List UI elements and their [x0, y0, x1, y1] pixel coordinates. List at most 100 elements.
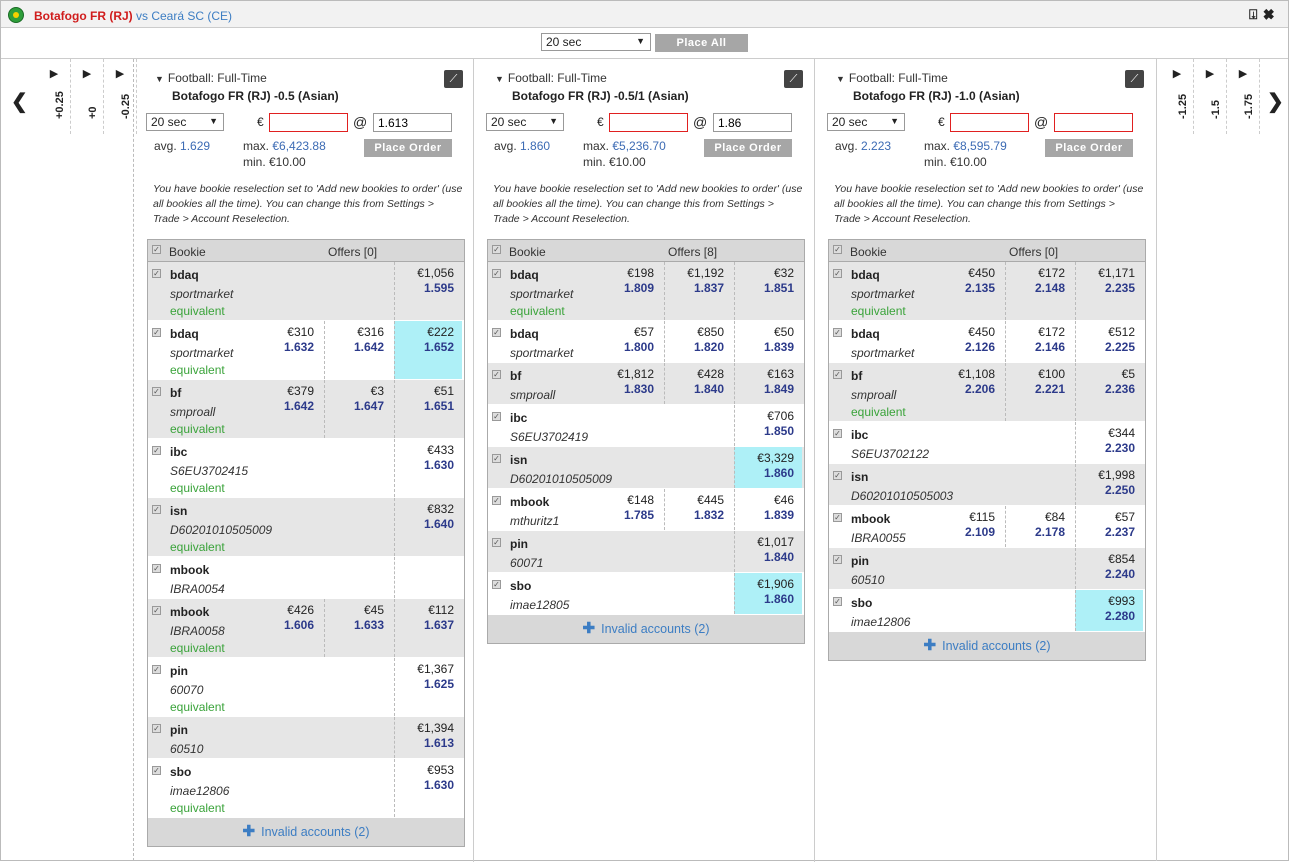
invalid-accounts-toggle[interactable]: ✚ Invalid accounts (2)	[148, 818, 464, 846]
expand-arrow-icon[interactable]: ▶	[82, 68, 92, 80]
expand-arrow-icon[interactable]: ▶	[115, 68, 125, 80]
bookie-checkbox[interactable]: ✓	[152, 505, 161, 514]
invalid-accounts-toggle[interactable]: ✚ Invalid accounts (2)	[488, 615, 804, 643]
panel-header[interactable]: ▼ Football: Full-Time	[836, 71, 948, 85]
offer-cell[interactable]: €50 1.839	[734, 321, 802, 362]
offer-cell[interactable]: €1,998 2.250	[1075, 464, 1143, 505]
chart-icon[interactable]: ⟋	[1125, 70, 1144, 88]
offer-cell[interactable]: €84 2.178	[1005, 506, 1073, 547]
bookie-checkbox[interactable]: ✓	[833, 471, 842, 480]
global-timer-select[interactable]: 20 sec ▼	[541, 33, 651, 51]
offer-cell[interactable]: €1,056 1.595	[394, 262, 462, 320]
bookie-checkbox[interactable]: ✓	[833, 597, 842, 606]
offer-cell[interactable]: €112 1.637	[394, 599, 462, 657]
close-icon[interactable]: ✖	[1263, 6, 1280, 22]
expand-arrow-icon[interactable]: ▶	[1205, 68, 1215, 80]
chart-icon[interactable]: ⟋	[444, 70, 463, 88]
select-all-checkbox[interactable]: ✓	[152, 245, 161, 254]
offer-cell[interactable]: €46 1.839	[734, 489, 802, 530]
offer-cell[interactable]: €1,192 1.837	[664, 262, 732, 320]
offer-cell[interactable]: €45 1.633	[324, 599, 392, 657]
offer-cell[interactable]: €163 1.849	[734, 363, 802, 404]
bookie-checkbox[interactable]: ✓	[833, 370, 842, 379]
bookie-checkbox[interactable]: ✓	[492, 412, 501, 421]
offer-cell[interactable]: €57 1.800	[594, 321, 662, 362]
stake-input[interactable]	[269, 113, 348, 132]
price-input[interactable]	[1054, 113, 1133, 132]
bookie-checkbox[interactable]: ✓	[492, 269, 501, 278]
offer-cell[interactable]: €450 2.135	[935, 262, 1003, 320]
bookie-checkbox[interactable]: ✓	[833, 328, 842, 337]
offer-cell[interactable]: €115 2.109	[935, 506, 1003, 547]
bookie-checkbox[interactable]: ✓	[152, 269, 161, 278]
collapse-caret-icon[interactable]: ▼	[495, 74, 504, 84]
bookie-checkbox[interactable]: ✓	[492, 538, 501, 547]
bookie-checkbox[interactable]: ✓	[492, 496, 501, 505]
offer-cell[interactable]: €1,394 1.613	[394, 717, 462, 758]
select-all-checkbox[interactable]: ✓	[492, 245, 501, 254]
bookie-checkbox[interactable]: ✓	[152, 766, 161, 775]
scroll-right-icon[interactable]: ❯	[1267, 91, 1284, 113]
expand-arrow-icon[interactable]: ▶	[1238, 68, 1248, 80]
pin-icon[interactable]: ⍗	[1248, 6, 1264, 22]
offer-cell[interactable]: €148 1.785	[594, 489, 662, 530]
offer-cell[interactable]: €3 1.647	[324, 380, 392, 438]
bookie-checkbox[interactable]: ✓	[492, 328, 501, 337]
bookie-checkbox[interactable]: ✓	[152, 665, 161, 674]
left-line-0[interactable]: ▶ +0.25	[38, 59, 71, 134]
offer-cell[interactable]: €32 1.851	[734, 262, 802, 320]
offer-cell[interactable]: €1,812 1.830	[594, 363, 662, 404]
offer-cell[interactable]: €57 2.237	[1075, 506, 1143, 547]
offer-cell[interactable]: €1,017 1.840	[734, 531, 802, 572]
offer-cell[interactable]: €426 1.606	[254, 599, 322, 657]
offer-cell[interactable]: €222 1.652	[394, 321, 462, 379]
offer-cell[interactable]: €51 1.651	[394, 380, 462, 438]
right-line-1[interactable]: ▶ -1.5	[1194, 59, 1227, 134]
bookie-checkbox[interactable]: ✓	[492, 454, 501, 463]
offer-cell[interactable]: €832 1.640	[394, 498, 462, 556]
place-all-button[interactable]: Place All	[655, 34, 748, 52]
collapse-caret-icon[interactable]: ▼	[155, 74, 164, 84]
right-line-2[interactable]: ▶ -1.75	[1227, 59, 1260, 134]
right-line-0[interactable]: ▶ -1.25	[1161, 59, 1194, 134]
bookie-checkbox[interactable]: ✓	[152, 606, 161, 615]
order-timer-select[interactable]: 20 sec ▼	[486, 113, 564, 131]
panel-header[interactable]: ▼ Football: Full-Time	[495, 71, 607, 85]
offer-cell[interactable]: €316 1.642	[324, 321, 392, 379]
select-all-checkbox[interactable]: ✓	[833, 245, 842, 254]
offer-cell[interactable]: €379 1.642	[254, 380, 322, 438]
offer-cell[interactable]: €445 1.832	[664, 489, 732, 530]
offer-cell[interactable]: €3,329 1.860	[734, 447, 802, 488]
invalid-accounts-toggle[interactable]: ✚ Invalid accounts (2)	[829, 632, 1145, 660]
offer-cell[interactable]: €1,108 2.206	[935, 363, 1003, 421]
stake-input[interactable]	[950, 113, 1029, 132]
bookie-checkbox[interactable]: ✓	[833, 429, 842, 438]
chart-icon[interactable]: ⟋	[784, 70, 803, 88]
offer-cell[interactable]: €428 1.840	[664, 363, 732, 404]
bookie-checkbox[interactable]: ✓	[492, 580, 501, 589]
offer-cell[interactable]: €993 2.280	[1075, 590, 1143, 631]
bookie-checkbox[interactable]: ✓	[152, 564, 161, 573]
offer-cell[interactable]: €198 1.809	[594, 262, 662, 320]
place-order-button[interactable]: Place Order	[1045, 139, 1133, 157]
scroll-left-icon[interactable]: ❮	[11, 91, 28, 113]
offer-cell[interactable]: €433 1.630	[394, 439, 462, 497]
offer-cell[interactable]: €854 2.240	[1075, 548, 1143, 589]
offer-cell[interactable]: €1,906 1.860	[734, 573, 802, 614]
left-line-1[interactable]: ▶ +0	[71, 59, 104, 134]
place-order-button[interactable]: Place Order	[364, 139, 452, 157]
offer-cell[interactable]: €172 2.148	[1005, 262, 1073, 320]
price-input[interactable]	[713, 113, 792, 132]
bookie-checkbox[interactable]: ✓	[833, 269, 842, 278]
expand-arrow-icon[interactable]: ▶	[49, 68, 59, 80]
offer-cell[interactable]: €1,171 2.235	[1075, 262, 1143, 320]
offer-cell[interactable]: €450 2.126	[935, 321, 1003, 362]
offer-cell[interactable]: €344 2.230	[1075, 422, 1143, 463]
order-timer-select[interactable]: 20 sec ▼	[146, 113, 224, 131]
collapse-caret-icon[interactable]: ▼	[836, 74, 845, 84]
bookie-checkbox[interactable]: ✓	[152, 724, 161, 733]
left-line-2[interactable]: ▶ -0.25	[104, 59, 137, 134]
offer-cell[interactable]: €850 1.820	[664, 321, 732, 362]
panel-header[interactable]: ▼ Football: Full-Time	[155, 71, 267, 85]
bookie-checkbox[interactable]: ✓	[152, 446, 161, 455]
